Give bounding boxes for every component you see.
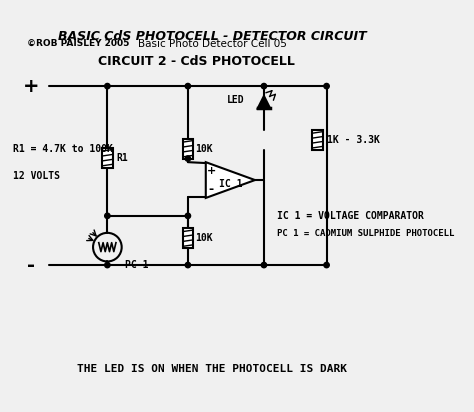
Circle shape: [105, 213, 110, 218]
Text: 12 VOLTS: 12 VOLTS: [13, 171, 60, 180]
Polygon shape: [206, 162, 255, 198]
Text: 1K - 3.3K: 1K - 3.3K: [327, 135, 380, 145]
Text: -: -: [27, 255, 36, 274]
Bar: [312, 130, 323, 150]
Text: Basic Photo Detector Cell 05: Basic Photo Detector Cell 05: [137, 39, 286, 49]
Circle shape: [324, 83, 329, 89]
Circle shape: [185, 262, 191, 268]
Circle shape: [185, 156, 191, 161]
Circle shape: [261, 83, 266, 89]
Text: -: -: [209, 183, 214, 196]
Circle shape: [105, 262, 110, 268]
Circle shape: [185, 213, 191, 218]
Text: ©ROB PAISLEY 2005: ©ROB PAISLEY 2005: [27, 39, 129, 48]
Circle shape: [261, 262, 266, 268]
Text: PC 1: PC 1: [125, 260, 149, 270]
Bar: [182, 139, 193, 159]
Polygon shape: [258, 96, 270, 108]
Circle shape: [324, 262, 329, 268]
Circle shape: [185, 83, 191, 89]
Text: 10K: 10K: [195, 144, 213, 154]
Text: THE LED IS ON WHEN THE PHOTOCELL IS DARK: THE LED IS ON WHEN THE PHOTOCELL IS DARK: [77, 364, 347, 374]
Text: R1 = 4.7K to 100K: R1 = 4.7K to 100K: [13, 144, 113, 154]
Text: LED: LED: [227, 96, 244, 105]
Text: +: +: [207, 166, 216, 176]
Bar: [102, 148, 113, 168]
Text: +: +: [23, 77, 39, 96]
Text: CIRCUIT 2 - CdS PHOTOCELL: CIRCUIT 2 - CdS PHOTOCELL: [99, 55, 295, 68]
Text: R1: R1: [116, 153, 128, 163]
Circle shape: [105, 83, 110, 89]
Text: PC 1 = CADMIUM SULPHIDE PHOTOCELL: PC 1 = CADMIUM SULPHIDE PHOTOCELL: [277, 229, 455, 238]
Text: 10K: 10K: [195, 233, 213, 243]
Text: BASIC CdS PHOTOCELL - DETECTOR CIRCUIT: BASIC CdS PHOTOCELL - DETECTOR CIRCUIT: [58, 30, 366, 43]
Bar: [182, 228, 193, 248]
Text: IC 1 = VOLTAGE COMPARATOR: IC 1 = VOLTAGE COMPARATOR: [277, 211, 424, 221]
Text: IC 1: IC 1: [219, 179, 242, 189]
